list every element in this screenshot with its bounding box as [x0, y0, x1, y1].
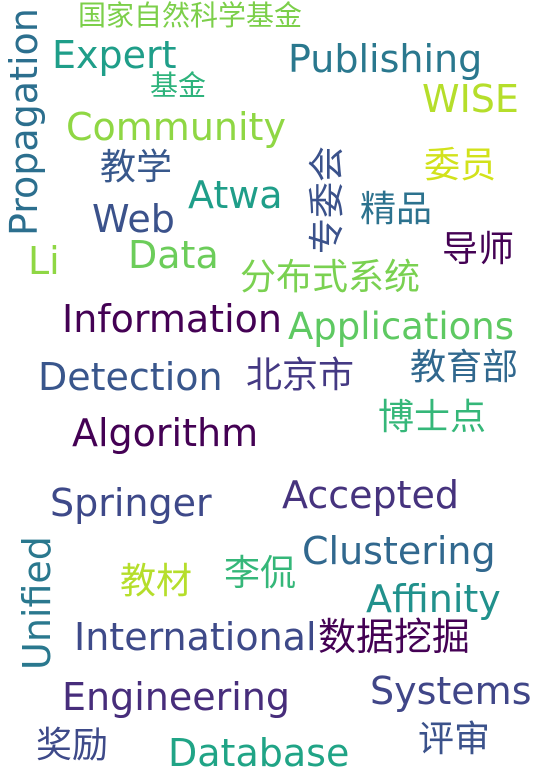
word-expert: Expert	[52, 33, 177, 77]
word-guojia-ziran-kexue-jijin: 国家自然科学基金	[78, 0, 303, 32]
word-database: Database	[168, 731, 350, 775]
word-publishing: Publishing	[288, 37, 483, 81]
word-pingshen: 评审	[418, 719, 491, 760]
word-jijin: 基金	[150, 69, 207, 102]
word-zhuanweihui: 专委会	[307, 145, 348, 254]
word-likan: 李侃	[224, 553, 297, 594]
word-data: Data	[128, 233, 219, 277]
word-affinity: Affinity	[366, 577, 501, 621]
word-atwa: Atwa	[188, 173, 283, 217]
word-fenbushi-xitong: 分布式系统	[240, 257, 421, 298]
word-information: Information	[62, 297, 282, 341]
word-weiyuan: 委员	[424, 145, 497, 186]
word-wise: WISE	[422, 77, 519, 121]
word-algorithm: Algorithm	[72, 411, 259, 455]
word-community: Community	[66, 105, 286, 149]
word-accepted: Accepted	[282, 473, 460, 517]
word-jiangli: 奖励	[36, 725, 109, 766]
word-li: Li	[28, 239, 60, 283]
word-detection: Detection	[38, 355, 223, 399]
word-clustering: Clustering	[302, 529, 496, 573]
word-boshidian: 博士点	[378, 397, 487, 438]
word-beijingshi: 北京市	[246, 355, 355, 396]
word-springer: Springer	[50, 481, 212, 525]
word-systems: Systems	[370, 669, 532, 713]
word-daoshi: 导师	[442, 229, 515, 270]
word-propagation: Propagation	[2, 8, 46, 236]
word-web: Web	[92, 197, 175, 241]
word-international: International	[74, 615, 317, 659]
word-jingpin: 精品	[360, 189, 433, 230]
word-applications: Applications	[288, 305, 515, 348]
word-shuju-wajue: 数据挖掘	[318, 615, 471, 659]
word-engineering: Engineering	[62, 675, 290, 719]
word-jiaocai: 教材	[120, 561, 193, 602]
word-jiaoxue: 教学	[100, 147, 173, 188]
word-jiaoyubu: 教育部	[410, 347, 519, 388]
word-unified: Unified	[15, 536, 59, 670]
